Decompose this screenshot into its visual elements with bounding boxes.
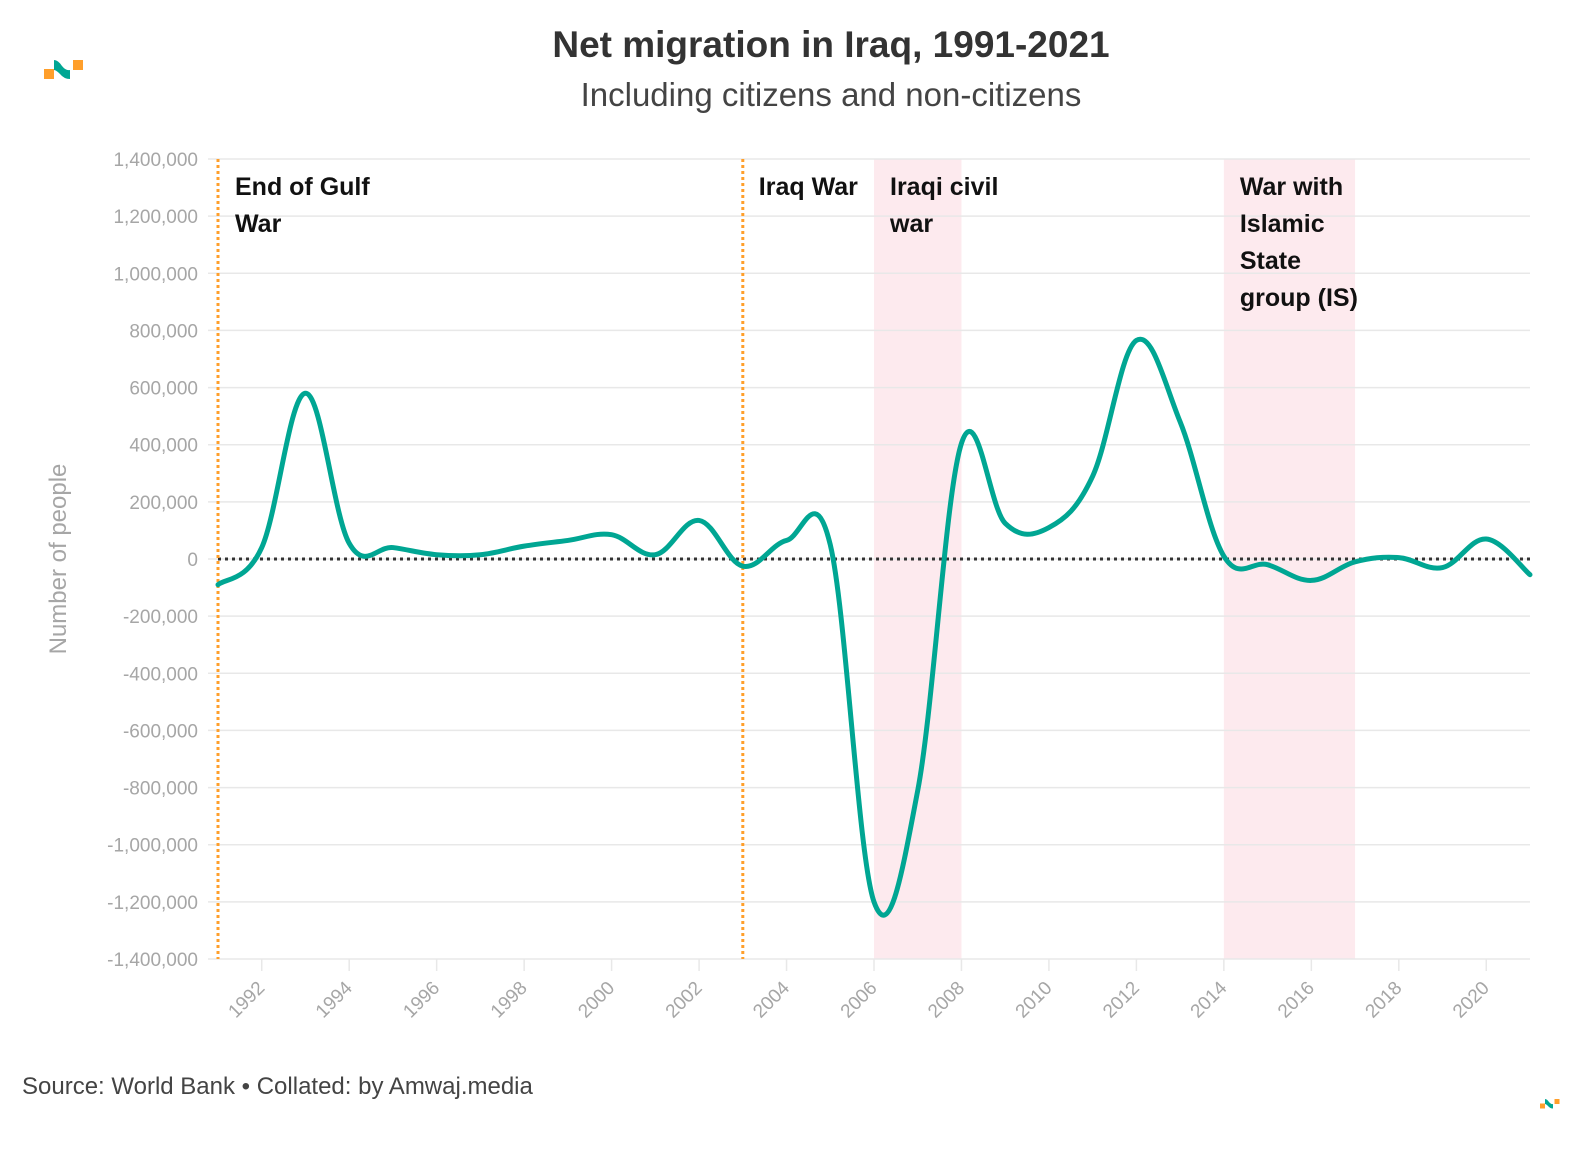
y-tick-label: -600,000: [123, 721, 198, 742]
annotation-iraqi-civil-war: Iraqi civil war: [889, 173, 998, 238]
x-tick-label: 2020: [1449, 978, 1494, 1023]
annotation-iraq-war: Iraq War: [759, 173, 858, 201]
y-tick-label: 400,000: [129, 436, 198, 457]
x-tick-label: 2018: [1362, 978, 1407, 1023]
y-tick-label: 1,200,000: [113, 207, 198, 228]
x-tick-label: 2016: [1274, 978, 1319, 1023]
x-tick-label: 2014: [1187, 977, 1232, 1022]
amwaj-logo-small-icon: [1540, 1096, 1560, 1114]
y-tick-label: 0: [187, 550, 198, 571]
x-tick-label: 2000: [574, 978, 619, 1023]
source-note: Source: World Bank • Collated: by Amwaj.…: [22, 1073, 533, 1100]
x-tick-label: 1996: [399, 978, 444, 1023]
annotation-war-with-is: War with Islamic State group (IS): [1240, 173, 1358, 312]
y-tick-label: 600,000: [129, 379, 198, 400]
x-tick-label: 2010: [1012, 978, 1057, 1023]
x-tick-label: 2008: [924, 978, 969, 1023]
x-tick-label: 2004: [749, 977, 794, 1022]
y-tick-label: -800,000: [123, 779, 198, 800]
x-tick-label: 1998: [487, 978, 532, 1023]
y-tick-label: -1,400,000: [107, 950, 198, 971]
x-tick-label: 2002: [662, 978, 707, 1023]
chart-title: Net migration in Iraq, 1991-2021: [552, 24, 1110, 65]
x-tick-label: 2012: [1099, 978, 1144, 1023]
y-tick-label: 1,000,000: [113, 264, 198, 285]
x-tick-label: 2006: [837, 978, 882, 1023]
amwaj-logo-icon: [44, 60, 84, 85]
y-tick-label: 1,400,000: [113, 150, 198, 171]
y-tick-label: -1,000,000: [107, 836, 198, 857]
x-tick-label: 1994: [312, 977, 357, 1022]
chart-subtitle: Including citizens and non-citizens: [580, 76, 1082, 113]
annotation-end-of-gulf-war: End of Gulf War: [235, 173, 370, 238]
y-tick-label: 200,000: [129, 493, 198, 514]
y-tick-label: -400,000: [123, 664, 198, 685]
series-line-net-migration: [215, 336, 1533, 918]
y-tick-label: -1,200,000: [107, 893, 198, 914]
y-tick-label: -200,000: [123, 607, 198, 628]
y-axis-label: Number of people: [45, 464, 72, 655]
line-chart: 1,400,000 1,200,000 1,000,000 800,000 600,00…: [45, 150, 1533, 1023]
y-tick-label: 800,000: [129, 321, 198, 342]
x-tick-label: 1992: [225, 978, 270, 1023]
